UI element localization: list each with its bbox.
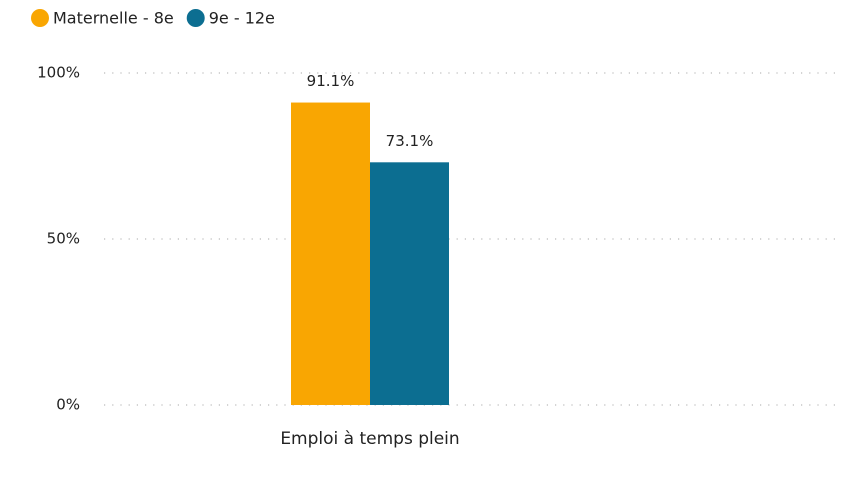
x-tick-label: Emploi à temps plein [280, 429, 460, 449]
value-label: 91.1% [307, 72, 355, 90]
value-label: 73.1% [386, 132, 434, 150]
y-tick-label: 50% [47, 230, 80, 248]
legend-label: 9e - 12e [209, 9, 275, 28]
bar [370, 162, 449, 405]
y-tick-label: 100% [37, 64, 80, 82]
legend-swatch [186, 9, 205, 27]
y-tick-label: 0% [56, 396, 80, 414]
bar [291, 102, 370, 405]
legend-label: Maternelle - 8e [53, 9, 174, 28]
legend-swatch [31, 9, 49, 27]
